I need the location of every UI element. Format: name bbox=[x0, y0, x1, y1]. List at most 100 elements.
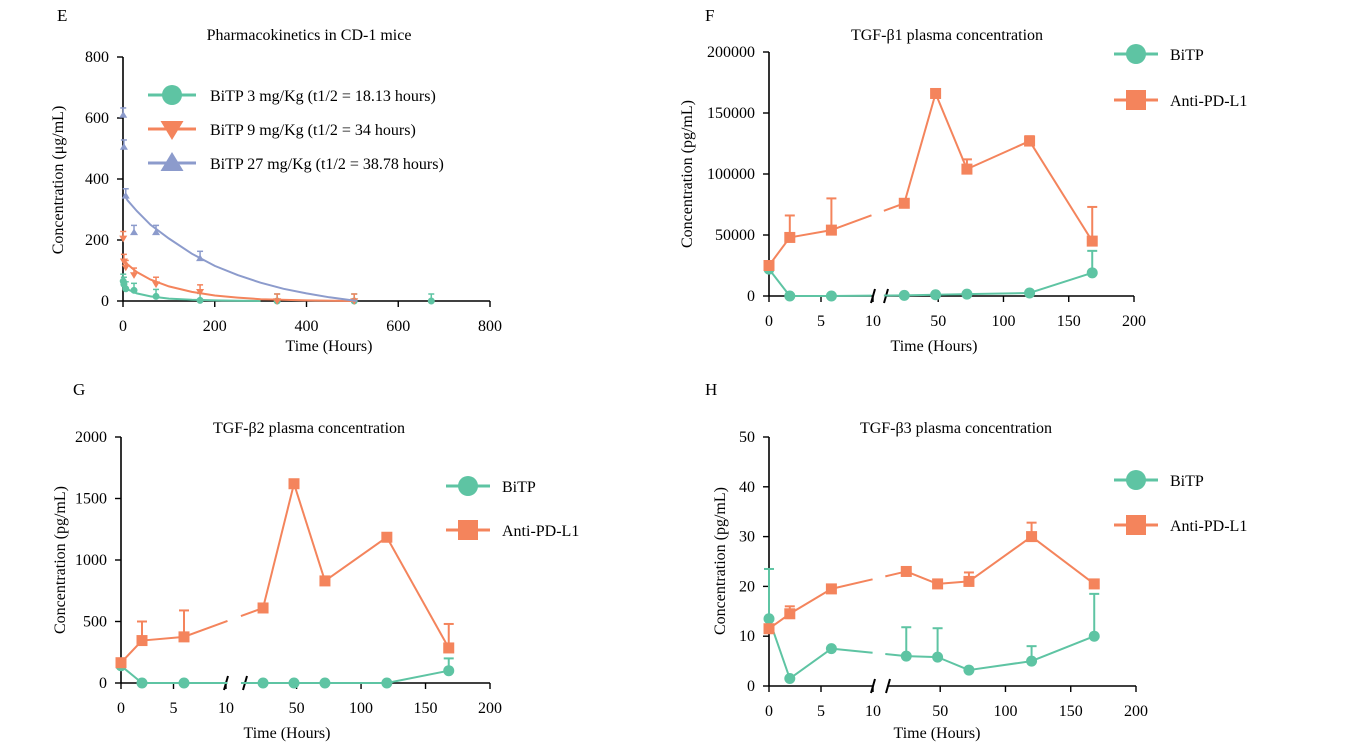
panel-h-tgf-b3: H TGF-β3 plasma concentration 0 10 20 30 40 50 0… bbox=[705, 380, 1247, 742]
series-line bbox=[968, 535, 1033, 583]
data-point bbox=[319, 575, 331, 587]
legend-entry-2: Anti-PD-L1 bbox=[1114, 90, 1247, 110]
series-line bbox=[386, 669, 449, 684]
x-tick-label: 0 bbox=[765, 313, 773, 330]
data-point bbox=[115, 657, 127, 669]
legend-entry-2: Anti-PD-L1 bbox=[1114, 515, 1247, 535]
data-point bbox=[119, 111, 128, 118]
data-point bbox=[257, 677, 269, 689]
x-tick-label: 400 bbox=[295, 318, 319, 335]
data-point bbox=[784, 673, 796, 685]
series-line bbox=[324, 536, 388, 582]
data-point bbox=[1024, 135, 1036, 147]
fit-curve bbox=[123, 193, 358, 302]
x-tick-label: 800 bbox=[478, 318, 502, 335]
data-point bbox=[121, 191, 130, 199]
legend-label: Anti-PD-L1 bbox=[1170, 518, 1247, 535]
data-point bbox=[443, 665, 455, 677]
data-point bbox=[930, 87, 942, 99]
legend-marker bbox=[160, 152, 184, 171]
x-tick-label: 5 bbox=[170, 700, 178, 717]
x-axis-label: Time (Hours) bbox=[894, 725, 981, 742]
data-point bbox=[443, 642, 455, 654]
x-tick-label: 100 bbox=[993, 703, 1017, 720]
legend-entry-2: Anti-PD-L1 bbox=[446, 520, 579, 540]
y-tick-label: 50 bbox=[739, 429, 755, 446]
x-tick-label: 50 bbox=[930, 313, 946, 330]
data-point bbox=[1088, 578, 1100, 590]
data-point bbox=[961, 163, 973, 175]
series-line bbox=[966, 291, 1030, 296]
series-line bbox=[1031, 635, 1095, 663]
legend-marker bbox=[160, 121, 184, 140]
legend-marker bbox=[162, 85, 182, 105]
data-point bbox=[1088, 630, 1100, 642]
y-tick-label: 100000 bbox=[707, 166, 755, 183]
data-point bbox=[288, 478, 300, 490]
chart-title: TGF-β3 plasma concentration bbox=[860, 420, 1052, 437]
x-tick-label: 5 bbox=[817, 313, 825, 330]
legend-label: BiTP 9 mg/Kg (t1/2 = 34 hours) bbox=[210, 122, 416, 139]
x-tick-label: 10 bbox=[865, 313, 881, 330]
data-point bbox=[932, 578, 944, 590]
data-point bbox=[288, 677, 300, 689]
data-point bbox=[196, 254, 205, 262]
y-axis-label: Concentration (pg/mL) bbox=[52, 486, 69, 634]
x-tick-label: 0 bbox=[119, 318, 127, 335]
series-line bbox=[831, 214, 872, 232]
data-point bbox=[763, 623, 775, 635]
series-bitp bbox=[763, 567, 1100, 685]
data-point bbox=[898, 197, 910, 209]
x-tick-label: 5 bbox=[817, 703, 825, 720]
series-line bbox=[1028, 140, 1094, 242]
y-tick-label: 800 bbox=[85, 49, 109, 66]
legend-label: Anti-PD-L1 bbox=[502, 523, 579, 540]
data-point bbox=[932, 651, 944, 663]
chart-title: TGF-β2 plasma concentration bbox=[213, 420, 405, 437]
legend-entry-2: BiTP 9 mg/Kg (t1/2 = 34 hours) bbox=[148, 121, 416, 140]
data-point bbox=[130, 286, 138, 294]
legend-entry-1: BiTP bbox=[1114, 470, 1204, 490]
panel-label: G bbox=[73, 380, 85, 399]
x-tick-label: 200 bbox=[203, 318, 227, 335]
y-tick-label: 0 bbox=[747, 678, 755, 695]
data-point bbox=[381, 531, 393, 543]
y-tick-label: 10 bbox=[739, 628, 755, 645]
data-point bbox=[196, 296, 204, 304]
data-point bbox=[136, 635, 148, 647]
data-point bbox=[784, 608, 796, 620]
series-line bbox=[1029, 271, 1093, 294]
series-line bbox=[141, 635, 185, 642]
chart-title: Pharmacokinetics in CD-1 mice bbox=[207, 27, 412, 44]
data-point bbox=[119, 143, 128, 150]
y-tick-label: 0 bbox=[99, 675, 107, 692]
series-line bbox=[293, 483, 326, 582]
series-line bbox=[934, 93, 968, 170]
data-point bbox=[763, 613, 775, 625]
legend-entry-1: BiTP bbox=[446, 476, 536, 496]
x-tick-label: 10 bbox=[865, 703, 881, 720]
y-tick-label: 400 bbox=[85, 171, 109, 188]
data-point bbox=[1024, 287, 1036, 299]
data-point bbox=[930, 289, 942, 301]
legend-marker bbox=[1126, 470, 1146, 490]
chart-title: TGF-β1 plasma concentration bbox=[851, 27, 1043, 44]
data-point bbox=[196, 289, 205, 296]
data-point bbox=[898, 289, 910, 301]
legend-entry-1: BiTP 3 mg/Kg (t1/2 = 18.13 hours) bbox=[148, 85, 436, 105]
series-anti-pd-l1 bbox=[763, 87, 1098, 271]
y-axis-label: Concentration (pg/mL) bbox=[679, 100, 696, 248]
data-point bbox=[825, 224, 837, 236]
y-tick-label: 1500 bbox=[75, 491, 107, 508]
data-point bbox=[963, 575, 975, 587]
legend-marker bbox=[458, 476, 478, 496]
y-tick-label: 40 bbox=[739, 479, 755, 496]
x-axis-label: Time (Hours) bbox=[286, 338, 373, 355]
data-point bbox=[1026, 531, 1038, 543]
data-point bbox=[427, 297, 435, 305]
legend-marker bbox=[1126, 515, 1146, 535]
data-point bbox=[1086, 267, 1098, 279]
data-point bbox=[178, 677, 190, 689]
data-point bbox=[825, 290, 837, 302]
